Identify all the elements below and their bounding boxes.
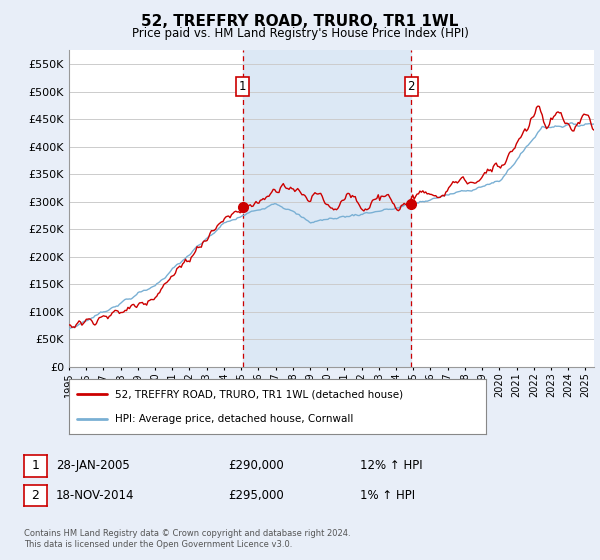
Text: 2: 2 [31, 489, 40, 502]
Text: 18-NOV-2014: 18-NOV-2014 [56, 489, 134, 502]
Text: 52, TREFFRY ROAD, TRURO, TR1 1WL (detached house): 52, TREFFRY ROAD, TRURO, TR1 1WL (detach… [115, 390, 403, 399]
Text: HPI: Average price, detached house, Cornwall: HPI: Average price, detached house, Corn… [115, 414, 353, 423]
Text: 1: 1 [239, 80, 246, 92]
Text: Contains HM Land Registry data © Crown copyright and database right 2024.
This d: Contains HM Land Registry data © Crown c… [24, 529, 350, 549]
Bar [242, 50, 412, 367]
Text: 2: 2 [407, 80, 415, 92]
Text: 1% ↑ HPI: 1% ↑ HPI [360, 489, 415, 502]
Text: 28-JAN-2005: 28-JAN-2005 [56, 459, 130, 473]
Text: 12% ↑ HPI: 12% ↑ HPI [360, 459, 422, 473]
Text: Price paid vs. HM Land Registry's House Price Index (HPI): Price paid vs. HM Land Registry's House … [131, 27, 469, 40]
Text: 52, TREFFRY ROAD, TRURO, TR1 1WL: 52, TREFFRY ROAD, TRURO, TR1 1WL [142, 14, 458, 29]
Text: £290,000: £290,000 [228, 459, 284, 473]
Text: 1: 1 [31, 459, 40, 473]
Text: £295,000: £295,000 [228, 489, 284, 502]
